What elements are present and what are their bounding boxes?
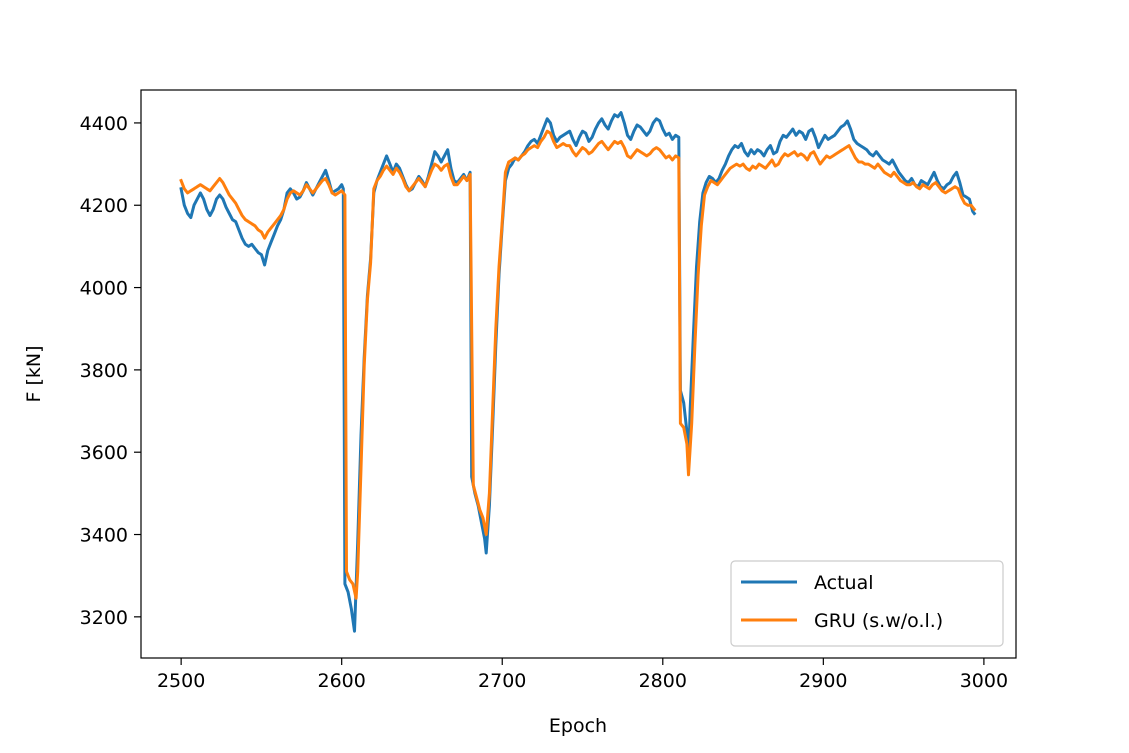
x-tick-label: 2700 [478, 670, 526, 692]
x-axis-label: Epoch [549, 715, 607, 737]
x-tick-label: 2900 [799, 670, 847, 692]
x-tick-label: 2600 [318, 670, 366, 692]
plot-frame [140, 89, 1017, 659]
x-tick-label: 2800 [639, 670, 687, 692]
series-layer [179, 111, 977, 633]
y-tick-label: 3400 [80, 525, 128, 547]
y-axis: 3200 3400 3600 3800 4000 4200 4400 [80, 113, 141, 629]
legend-entry-label: GRU (s.w/o.l.) [814, 610, 943, 632]
y-tick-label: 4400 [80, 113, 128, 135]
x-axis: 2500 2600 2700 2800 2900 3000 [157, 658, 1008, 692]
y-tick-label: 4200 [80, 195, 128, 217]
x-tick-label: 3000 [960, 670, 1008, 692]
legend-box [730, 560, 1004, 647]
y-tick-label: 3600 [80, 442, 128, 464]
x-tick-label: 2500 [157, 670, 205, 692]
y-tick-label: 3800 [80, 360, 128, 382]
legend-entry-label: Actual [814, 572, 874, 594]
y-tick-label: 4000 [80, 278, 128, 300]
y-axis-label: F [kN] [23, 345, 45, 402]
legend: Actual GRU (s.w/o.l.) [730, 560, 1004, 647]
y-tick-label: 3200 [80, 607, 128, 629]
series-line-2 [179, 129, 977, 600]
